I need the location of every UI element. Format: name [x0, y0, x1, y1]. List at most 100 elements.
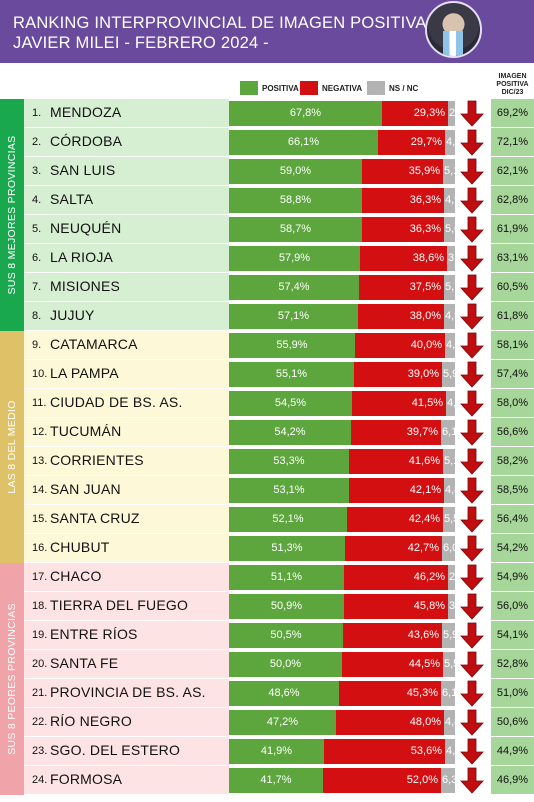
province-name: PROVINCIA DE BS. AS. [50, 684, 206, 700]
legend-swatch-negative [300, 81, 318, 95]
rank-label: 21. [32, 687, 48, 699]
legend-label-positive: POSITIVA [262, 84, 299, 93]
bar-negative: 48,0% [336, 710, 444, 735]
bar-positive: 55,9% [229, 333, 355, 358]
bar-ns-nc: 4,8 [444, 478, 455, 503]
bar-positive: 41,7% [229, 768, 323, 793]
bar-ns-nc: 6,3 [441, 768, 455, 793]
rank-label: 20. [32, 658, 48, 670]
bar-negative: 42,1% [349, 478, 444, 503]
group-tab [0, 99, 24, 331]
previous-value: 58,5% [491, 476, 534, 505]
down-arrow-icon [460, 216, 484, 243]
bar-positive: 59,0% [229, 159, 362, 184]
presidential-sash-icon [443, 31, 463, 56]
province-row: 24. FORMOSA [24, 766, 229, 795]
previous-value: 58,0% [491, 389, 534, 418]
bar-negative: 38,0% [358, 304, 444, 329]
province-name: CÓRDOBA [50, 133, 123, 149]
down-arrow-icon [460, 448, 484, 475]
group-label-text: SUS 8 MEJORES PROVINCIAS [6, 135, 18, 295]
bar-positive: 57,9% [229, 246, 360, 271]
previous-value: 57,4% [491, 360, 534, 389]
bar-ns-nc: 4,2 [445, 130, 455, 155]
province-row: 14. SAN JUAN [24, 476, 229, 505]
province-name: MISIONES [50, 278, 121, 294]
bar-positive: 48,6% [229, 681, 339, 706]
previous-value: 58,2% [491, 447, 534, 476]
province-name: MENDOZA [50, 104, 122, 120]
previous-value: 72,1% [491, 128, 534, 157]
bar-ns-nc: 4,9 [444, 188, 455, 213]
province-name: ENTRE RÍOS [50, 626, 138, 642]
rank-label: 16. [32, 542, 48, 554]
rank-label: 4. [32, 194, 42, 206]
rank-label: 19. [32, 629, 48, 641]
province-name: SANTA CRUZ [50, 510, 140, 526]
province-name: SANTA FE [50, 655, 119, 671]
province-name: SAN LUIS [50, 162, 116, 178]
title-line-2: JAVIER MILEI - FEBRERO 2024 - [13, 34, 269, 52]
province-name: SGO. DEL ESTERO [50, 742, 181, 758]
bar-negative: 36,3% [362, 217, 444, 242]
rank-label: 18. [32, 600, 48, 612]
bar-negative: 45,8% [344, 594, 448, 619]
previous-header-line-1: IMAGEN [498, 73, 527, 80]
bar-ns-nc: 5,9 [442, 623, 455, 648]
bar-positive: 57,4% [229, 275, 359, 300]
rank-label: 8. [32, 310, 42, 322]
down-arrow-icon [460, 390, 484, 417]
down-arrow-icon [460, 274, 484, 301]
province-name: CORRIENTES [50, 452, 144, 468]
previous-value: 52,8% [491, 650, 534, 679]
province-name: RÍO NEGRO [50, 713, 132, 729]
bar-negative: 40,0% [355, 333, 445, 358]
bar-positive: 67,8% [229, 101, 382, 126]
province-row: 22. RÍO NEGRO [24, 708, 229, 737]
group-label-text: LAS 8 DEL MEDIO [6, 400, 18, 494]
previous-value: 46,9% [491, 766, 534, 795]
down-arrow-icon [460, 564, 484, 591]
province-row: 4. SALTA [24, 186, 229, 215]
rank-label: 11. [32, 397, 47, 409]
bar-positive: 54,2% [229, 420, 351, 445]
bar-ns-nc: 3,5 [447, 246, 455, 271]
down-arrow-icon [460, 129, 484, 156]
previous-value: 54,9% [491, 563, 534, 592]
down-arrow-icon [460, 680, 484, 707]
title-line-1: RANKING INTERPROVINCIAL DE IMAGEN POSITI… [13, 14, 427, 32]
down-arrow-icon [460, 593, 484, 620]
bar-negative: 35,9% [362, 159, 443, 184]
bar-positive: 50,5% [229, 623, 343, 648]
rank-label: 23. [32, 745, 48, 757]
province-row: 8. JUJUY [24, 302, 229, 331]
previous-value: 54,2% [491, 534, 534, 563]
down-arrow-icon [460, 767, 484, 794]
rank-label: 14. [32, 484, 48, 496]
group-1: SUS 8 MEJORES PROVINCIAS 1. MENDOZA 2. CÓRDO… [0, 99, 229, 331]
bar-positive: 41,9% [229, 739, 324, 764]
avatar [425, 1, 482, 58]
bar-negative: 44,5% [342, 652, 443, 677]
previous-value: 62,8% [491, 186, 534, 215]
province-name: CHACO [50, 568, 102, 584]
province-row: 19. ENTRE RÍOS [24, 621, 229, 650]
bar-ns-nc: 5,5 [443, 507, 455, 532]
province-name: LA RIOJA [50, 249, 114, 265]
down-arrow-icon [460, 651, 484, 678]
province-name: SALTA [50, 191, 94, 207]
previous-value: 56,0% [491, 592, 534, 621]
bar-negative: 29,7% [378, 130, 445, 155]
bar-positive: 58,8% [229, 188, 362, 213]
bar-ns-nc: 2,9 [448, 101, 455, 126]
down-arrow-icon [460, 506, 484, 533]
previous-value: 62,1% [491, 157, 534, 186]
previous-value: 58,1% [491, 331, 534, 360]
rank-label: 13. [32, 455, 48, 467]
bar-negative: 39,0% [354, 362, 442, 387]
province-row: 11. CIUDAD DE BS. AS. [24, 389, 229, 418]
previous-value: 50,6% [491, 708, 534, 737]
province-row: 5. NEUQUÉN [24, 215, 229, 244]
down-arrow-icon [460, 100, 484, 127]
province-row: 7. MISIONES [24, 273, 229, 302]
